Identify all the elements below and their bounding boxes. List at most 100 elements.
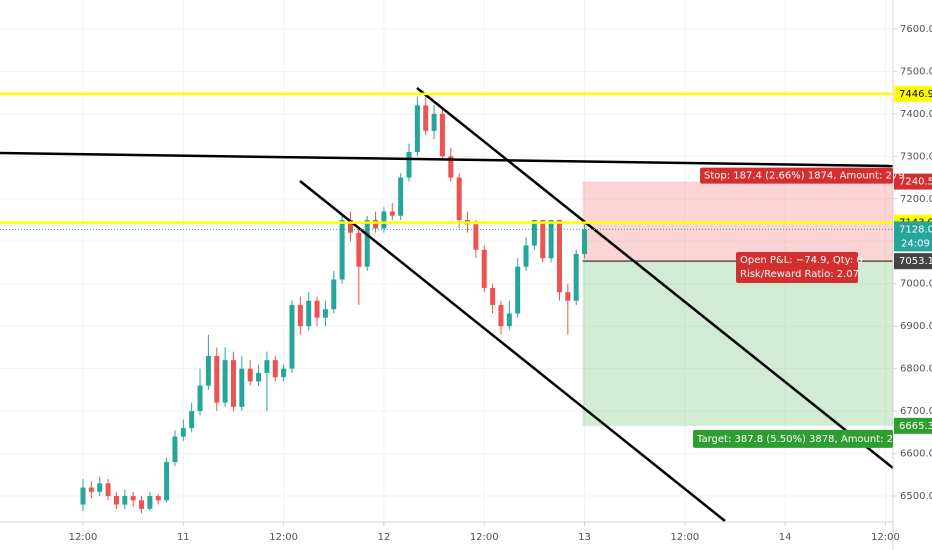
candle-body <box>297 304 303 327</box>
candle-body <box>389 211 395 216</box>
candle-body <box>214 355 220 403</box>
candle-body <box>523 245 529 267</box>
candle-body <box>373 220 379 229</box>
candle-body <box>356 232 362 267</box>
candle-body <box>515 266 521 314</box>
stop-text: Stop: 187.4 (2.66%) 1874, Amount: 279 <box>704 171 905 182</box>
drawings <box>0 87 894 522</box>
candle-body <box>306 300 312 327</box>
candle-body <box>139 500 145 509</box>
candles <box>80 94 588 514</box>
y-tick-label: 6700.0 <box>900 406 932 417</box>
level-badge <box>894 85 932 102</box>
candle-body <box>406 152 412 178</box>
candle-body <box>481 249 487 288</box>
candle-body <box>498 304 504 327</box>
candle-body <box>556 220 562 293</box>
candle-body <box>164 462 170 501</box>
y-tick-label: 7600.0 <box>900 24 932 35</box>
candle-body <box>322 309 328 318</box>
candle-body <box>281 368 287 378</box>
target-box <box>693 429 893 448</box>
x-tick-label: 12:00 <box>269 532 298 543</box>
candle-body <box>130 496 136 501</box>
candle-body <box>531 220 537 246</box>
candle-body <box>247 368 253 382</box>
y-tick-label: 7500.0 <box>900 66 932 77</box>
x-tick-label: 12:00 <box>69 532 98 543</box>
position-zones <box>582 181 893 426</box>
candle-body <box>364 220 370 267</box>
pnl-text: Open P&L: −74.9, Qty: 0 <box>740 255 863 266</box>
candle-body <box>289 304 295 369</box>
candle-body <box>205 355 211 386</box>
target-label: 6665.3 <box>899 421 932 432</box>
y-tick-label: 6800.0 <box>900 364 932 375</box>
candle-body <box>222 360 228 403</box>
candle-body <box>573 253 579 301</box>
x-tick-label: 12 <box>378 532 391 543</box>
pnl-box <box>736 252 858 283</box>
candle-body <box>180 428 186 437</box>
ratio-text: Risk/Reward Ratio: 2.07 <box>740 269 859 280</box>
trend-line <box>0 151 894 168</box>
y-tick-label: 7400.0 <box>900 109 932 120</box>
y-tick-label: 7200.0 <box>900 194 932 205</box>
candle-body <box>423 105 429 131</box>
x-tick-label: 14 <box>779 532 792 543</box>
candle-body <box>97 483 103 492</box>
candle-body <box>381 211 387 229</box>
candle-body <box>506 313 512 327</box>
entry-label: 7053.1 <box>899 256 932 267</box>
target-badge <box>894 417 932 434</box>
x-tick-label: 11 <box>177 532 190 543</box>
candle-body <box>565 292 571 301</box>
candle-body <box>398 177 404 216</box>
y-tick-label: 6500.0 <box>900 491 932 502</box>
candle-body <box>439 113 445 157</box>
candle-body <box>80 487 86 505</box>
candle-body <box>490 287 496 305</box>
channel-upper <box>416 87 894 469</box>
candle-body <box>264 360 270 373</box>
candle-body <box>414 105 420 153</box>
candle-body <box>456 177 462 220</box>
candle-body <box>197 385 203 412</box>
candle-body <box>448 156 454 178</box>
candle-body <box>431 113 437 131</box>
x-tick-label: 12:00 <box>670 532 699 543</box>
candle-body <box>314 300 320 318</box>
candle-body <box>540 220 546 259</box>
x-tick-label: 12:00 <box>871 532 900 543</box>
candle-body <box>230 360 236 407</box>
candle-body <box>155 496 161 501</box>
y-tick-label: 6600.0 <box>900 449 932 460</box>
y-tick-label: 6900.0 <box>900 321 932 332</box>
candle-body <box>473 224 479 250</box>
candle-body <box>582 229 588 254</box>
stop-badge <box>894 173 932 190</box>
last-price-badge <box>894 221 932 252</box>
candle-body <box>122 496 128 505</box>
y-tick-label: 7000.0 <box>900 279 932 290</box>
candle-body <box>172 436 178 463</box>
candle-body <box>113 496 119 505</box>
stop-box <box>700 167 893 184</box>
stop-label: 7240.5 <box>899 177 932 188</box>
candle-body <box>272 360 278 378</box>
candle-body <box>256 372 262 382</box>
candle-body <box>88 487 94 492</box>
target-text: Target: 387.8 (5.50%) 3878, Amount: 279 <box>696 434 906 445</box>
candle-body <box>189 411 195 429</box>
countdown-label: 24:09 <box>901 238 930 249</box>
x-tick-label: 12:00 <box>470 532 499 543</box>
overlay <box>0 92 893 230</box>
x-tick-label: 13 <box>578 532 591 543</box>
candle-body <box>147 496 153 509</box>
y-tick-label: 7300.0 <box>900 151 932 162</box>
level-label: 7446.9 <box>899 89 932 100</box>
candle-body <box>339 220 345 280</box>
candle-body <box>548 220 554 259</box>
entry-badge <box>894 253 932 270</box>
